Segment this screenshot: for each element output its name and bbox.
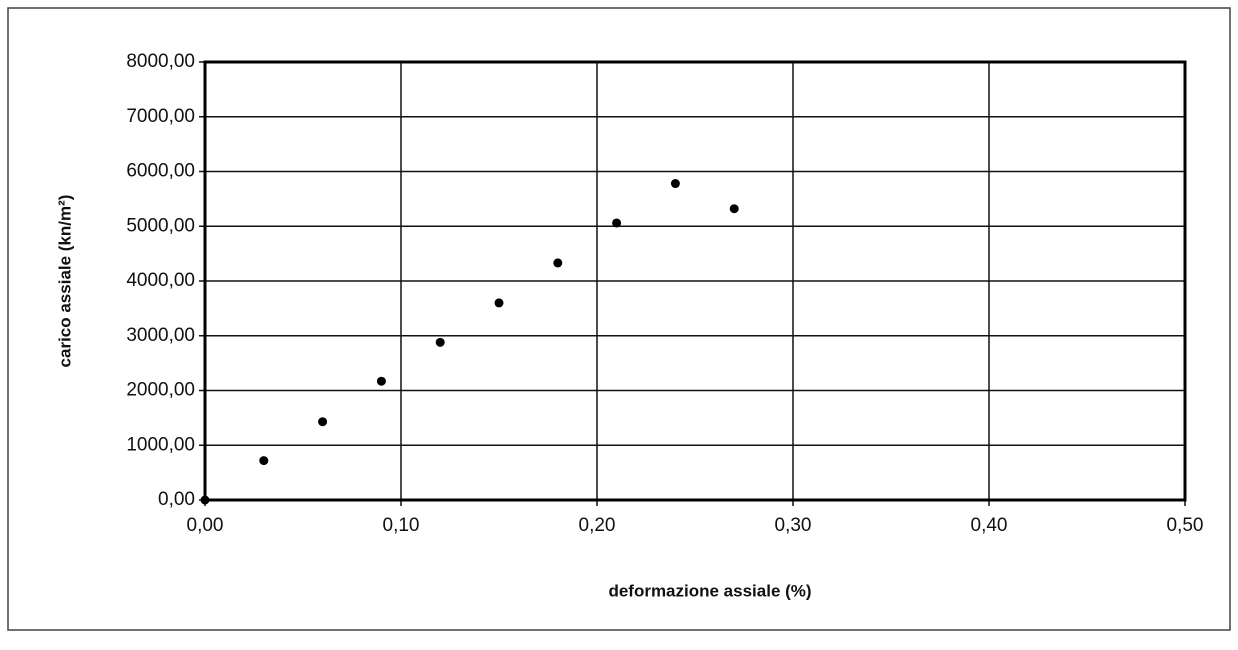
y-tick-label: 0,00: [158, 489, 195, 510]
x-tick-label: 0,40: [971, 515, 1008, 536]
y-axis-label: carico assiale (kn/m²): [55, 195, 74, 368]
data-point: [494, 298, 504, 308]
x-tick-label: 0,30: [775, 515, 812, 536]
y-tick-label: 7000,00: [126, 106, 195, 127]
x-tick-label: 0,20: [579, 515, 616, 536]
data-point: [259, 456, 269, 466]
y-tick-label: 3000,00: [126, 325, 195, 346]
y-tick-label: 5000,00: [126, 215, 195, 236]
chart-frame: [7, 7, 1231, 631]
data-point: [553, 258, 563, 268]
x-tick-label: 0,10: [383, 515, 420, 536]
x-tick-label: 0,50: [1167, 515, 1204, 536]
y-tick-label: 1000,00: [126, 434, 195, 455]
data-point: [729, 204, 739, 214]
plot-border: [203, 60, 1187, 502]
data-point: [376, 376, 386, 386]
x-axis-label: deformazione assiale (%): [608, 581, 811, 600]
x-tick-label: 0,00: [187, 515, 224, 536]
y-tick-label: 2000,00: [126, 380, 195, 401]
data-point: [612, 218, 622, 228]
data-point: [318, 417, 328, 427]
data-point: [200, 495, 210, 505]
data-point: [435, 337, 445, 347]
y-tick-label: 8000,00: [126, 51, 195, 72]
data-point: [670, 179, 680, 189]
y-tick-label: 6000,00: [126, 161, 195, 182]
y-tick-label: 4000,00: [126, 270, 195, 291]
